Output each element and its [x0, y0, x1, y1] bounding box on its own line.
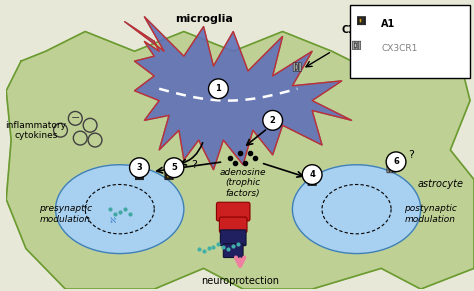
Text: 3: 3	[137, 163, 142, 172]
Circle shape	[129, 158, 149, 178]
FancyBboxPatch shape	[358, 41, 361, 49]
FancyBboxPatch shape	[296, 63, 299, 71]
Circle shape	[302, 165, 322, 184]
FancyBboxPatch shape	[360, 16, 363, 25]
FancyBboxPatch shape	[220, 230, 246, 246]
Text: presynaptic
modulation: presynaptic modulation	[39, 204, 92, 224]
FancyBboxPatch shape	[223, 244, 243, 258]
Text: 2: 2	[270, 116, 275, 125]
FancyBboxPatch shape	[165, 171, 167, 180]
FancyBboxPatch shape	[356, 41, 358, 49]
Text: 4: 4	[309, 170, 315, 179]
Circle shape	[164, 158, 184, 178]
FancyBboxPatch shape	[135, 171, 138, 180]
FancyBboxPatch shape	[308, 177, 310, 186]
Text: 1: 1	[216, 84, 221, 93]
FancyBboxPatch shape	[390, 164, 392, 173]
Polygon shape	[125, 17, 352, 170]
FancyBboxPatch shape	[310, 179, 312, 184]
FancyBboxPatch shape	[393, 164, 395, 173]
FancyBboxPatch shape	[217, 202, 250, 221]
Text: A1: A1	[381, 19, 395, 29]
FancyBboxPatch shape	[357, 16, 360, 25]
Text: microglia: microglia	[174, 14, 233, 24]
FancyBboxPatch shape	[168, 171, 170, 180]
FancyBboxPatch shape	[293, 63, 296, 71]
Circle shape	[263, 111, 283, 130]
Circle shape	[209, 79, 228, 99]
FancyBboxPatch shape	[387, 164, 390, 173]
FancyBboxPatch shape	[359, 19, 362, 23]
FancyBboxPatch shape	[311, 177, 313, 186]
Ellipse shape	[292, 165, 421, 253]
Text: 5: 5	[171, 163, 177, 172]
Ellipse shape	[55, 165, 184, 253]
Text: CX3CR1: CX3CR1	[381, 44, 418, 53]
Text: inflammatory
cytokines: inflammatory cytokines	[5, 120, 66, 140]
Text: ?: ?	[408, 150, 414, 160]
Text: ?: ?	[191, 160, 197, 170]
FancyBboxPatch shape	[350, 5, 470, 78]
FancyBboxPatch shape	[167, 173, 169, 178]
FancyBboxPatch shape	[141, 171, 144, 180]
FancyBboxPatch shape	[314, 177, 316, 186]
FancyBboxPatch shape	[355, 43, 357, 47]
Text: astrocyte: astrocyte	[418, 180, 464, 189]
Text: 6: 6	[393, 157, 399, 166]
FancyBboxPatch shape	[138, 171, 141, 180]
FancyBboxPatch shape	[299, 63, 301, 71]
Text: CX3CL1: CX3CL1	[342, 24, 383, 35]
Text: −: −	[71, 113, 80, 123]
FancyBboxPatch shape	[295, 65, 298, 69]
FancyBboxPatch shape	[352, 41, 355, 49]
Text: neuroprotection: neuroprotection	[201, 276, 279, 286]
FancyBboxPatch shape	[171, 171, 173, 180]
Circle shape	[386, 152, 406, 172]
Text: postynaptic
modulation: postynaptic modulation	[404, 204, 457, 224]
FancyBboxPatch shape	[219, 217, 247, 233]
Text: ℵ: ℵ	[109, 217, 116, 226]
FancyBboxPatch shape	[363, 16, 366, 25]
Polygon shape	[6, 31, 474, 289]
Text: adenosine
(trophic
factors): adenosine (trophic factors)	[220, 168, 266, 198]
FancyBboxPatch shape	[389, 166, 392, 171]
FancyBboxPatch shape	[137, 173, 140, 178]
